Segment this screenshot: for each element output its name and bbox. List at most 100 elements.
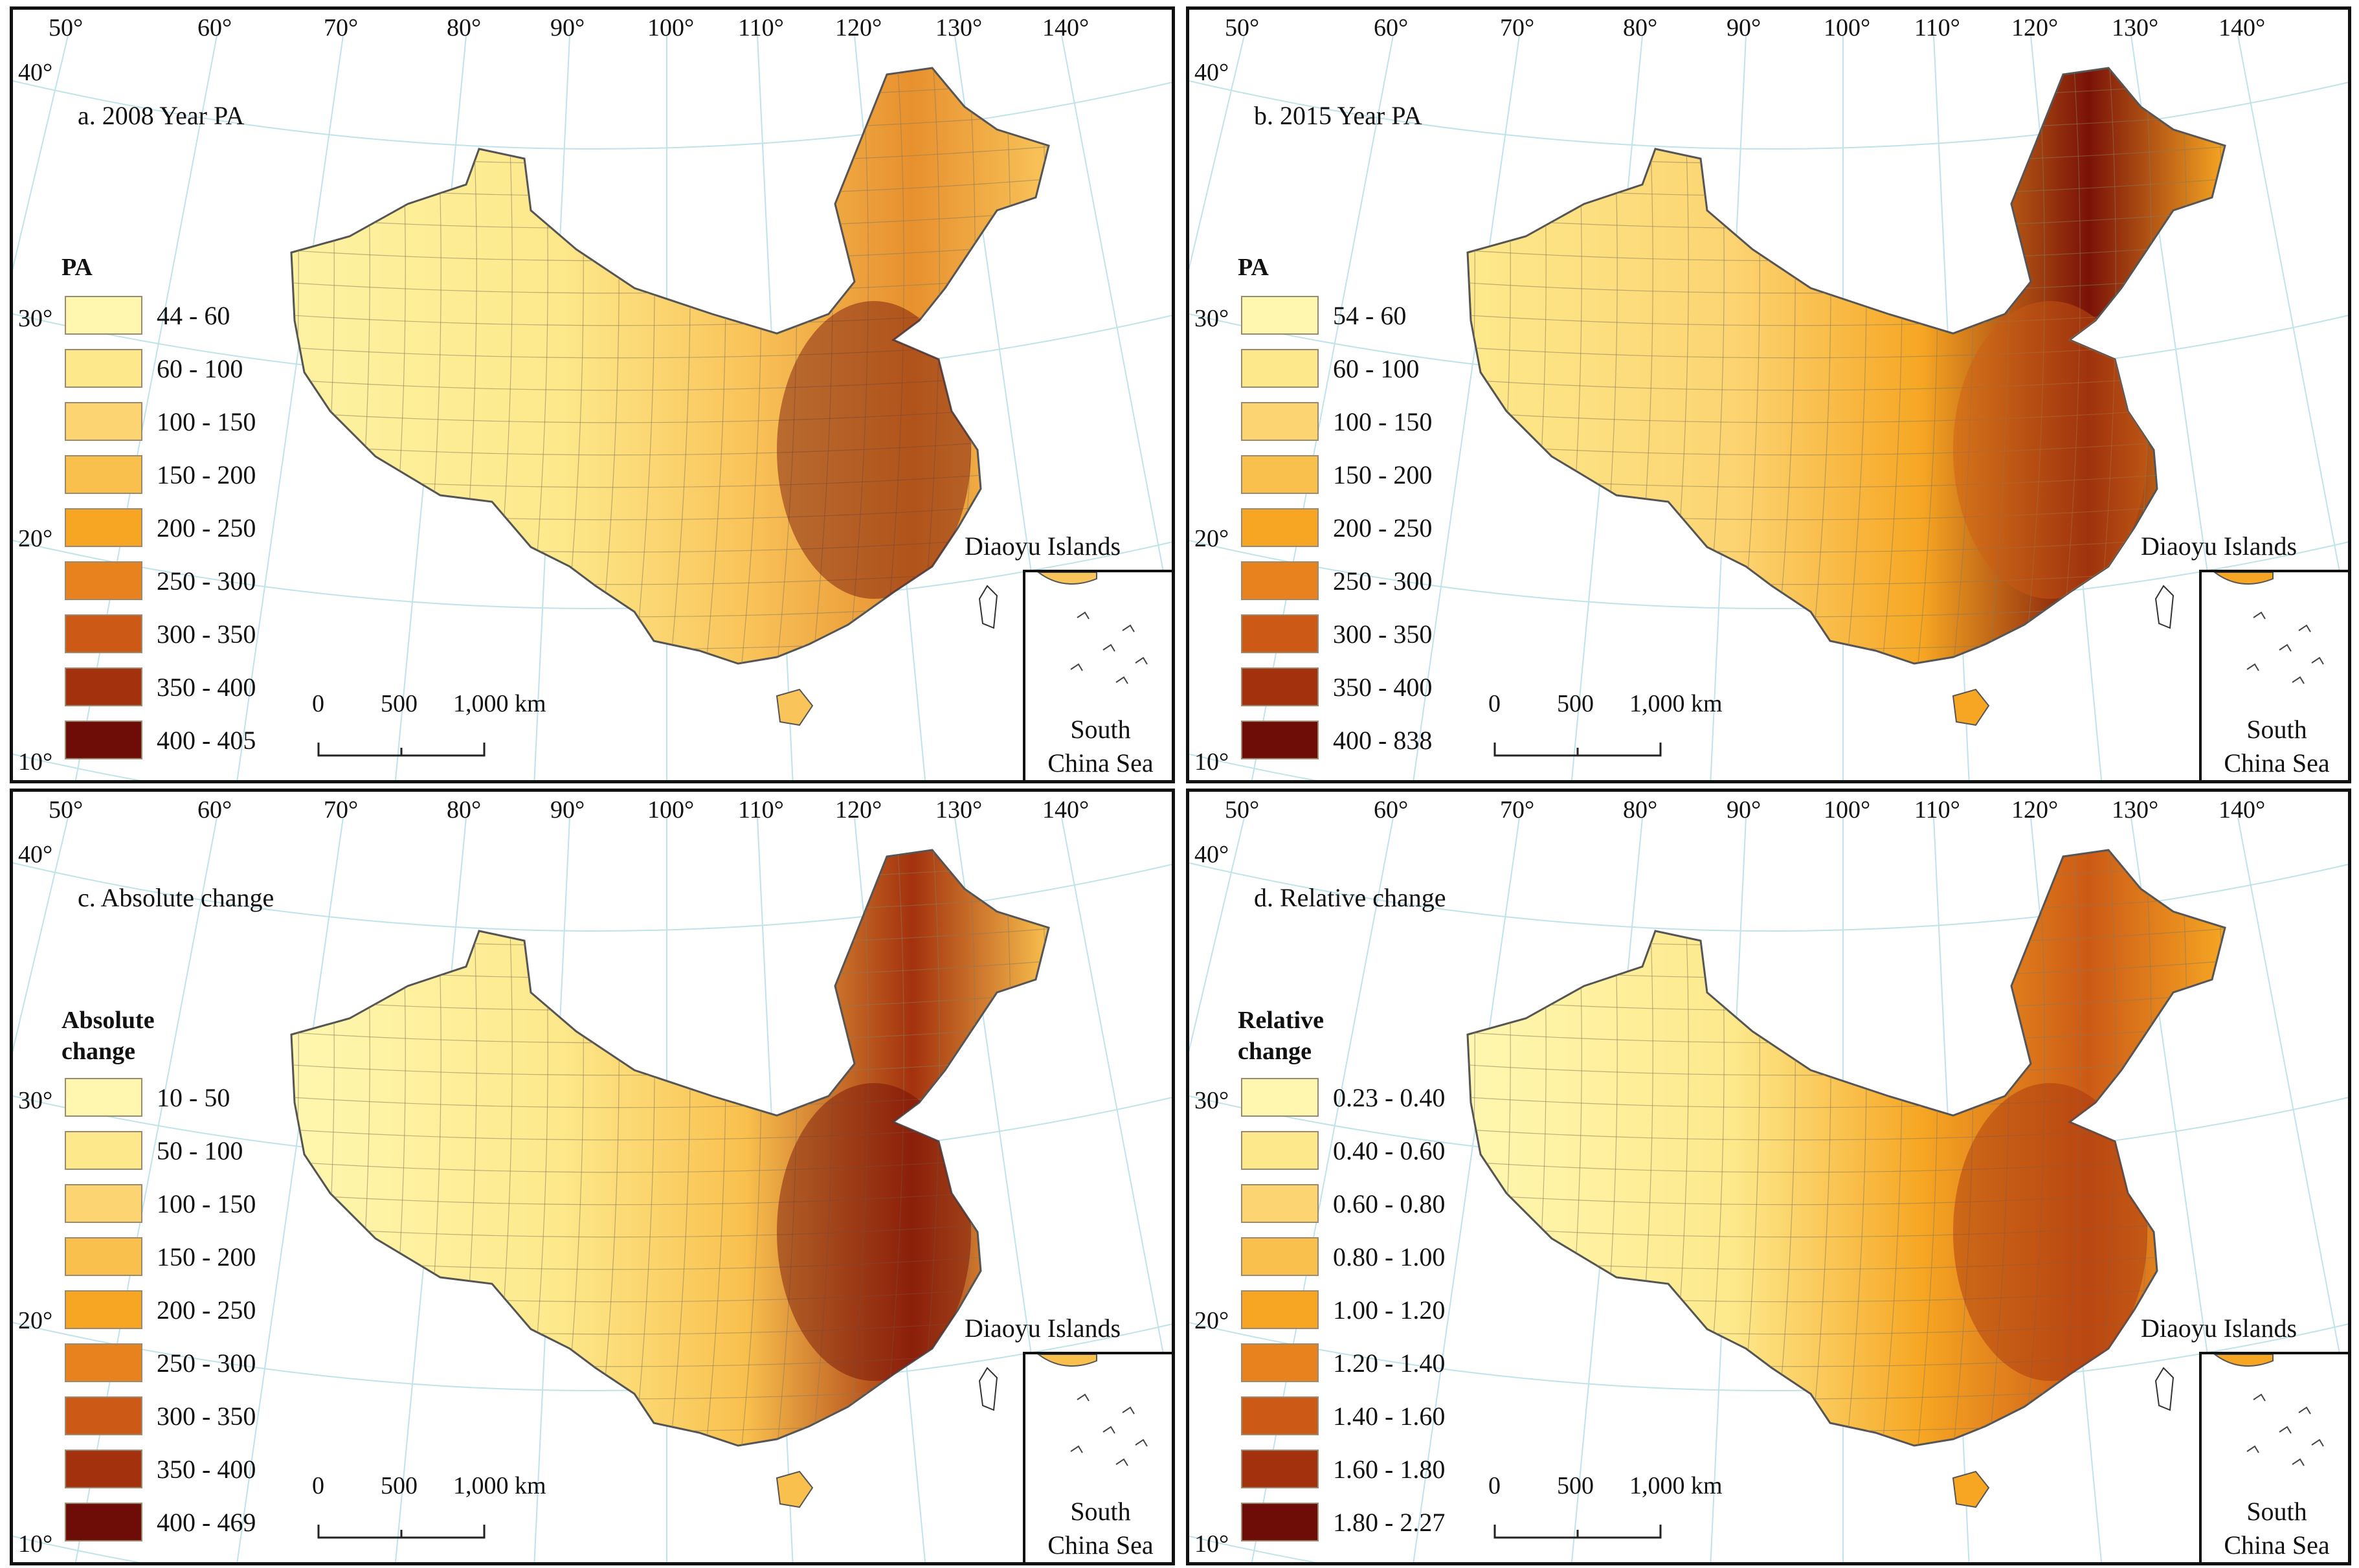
east-china-hotspot	[1953, 301, 2147, 599]
inset-label-line: South	[2246, 715, 2307, 744]
latitude-label: 40°	[18, 59, 53, 86]
taiwan-island	[978, 585, 998, 629]
legend-swatch	[65, 614, 142, 653]
legend-swatch	[1241, 508, 1319, 547]
legend-item: 0.40 - 0.60	[1241, 1130, 1445, 1171]
legend-item: 350 - 400	[65, 1448, 256, 1490]
longitude-label: 80°	[447, 14, 482, 41]
legend-label: 1.80 - 2.27	[1333, 1507, 1446, 1537]
east-china-hotspot	[777, 1083, 971, 1381]
legend-item: 150 - 200	[65, 454, 256, 495]
legend-item: 400 - 469	[65, 1501, 256, 1543]
legend-swatch	[65, 1131, 142, 1170]
scale-label: 0	[1488, 690, 1501, 717]
longitude-label: 50°	[1225, 796, 1260, 823]
legend-swatch	[65, 1343, 142, 1382]
legend-label: 1.20 - 1.40	[1333, 1348, 1446, 1378]
legend-swatch	[65, 508, 142, 547]
scale-label: 0	[1488, 1472, 1501, 1499]
legend-label: 350 - 400	[157, 672, 256, 702]
longitude-label: 140°	[1042, 796, 1090, 823]
legend-item: 60 - 100	[65, 348, 243, 389]
legend-swatch	[65, 402, 142, 441]
legend-item: 150 - 200	[1241, 454, 1432, 495]
legend-label: 0.40 - 0.60	[1333, 1136, 1446, 1165]
latitude-label: 20°	[1194, 1307, 1229, 1334]
legend-swatch	[65, 667, 142, 706]
south-china-sea-inset: South China Sea	[1023, 570, 1172, 780]
legend-label: 350 - 400	[1333, 672, 1433, 702]
legend-item: 44 - 60	[65, 295, 230, 336]
panel-title: c. Absolute change	[78, 883, 274, 912]
inset-label-line: South	[1070, 1497, 1131, 1526]
inset-islands	[2212, 572, 2324, 684]
east-china-hotspot	[1953, 1083, 2147, 1381]
taiwan-island	[978, 1367, 998, 1411]
latitude-label: 30°	[18, 305, 53, 332]
legend-item: 250 - 300	[65, 560, 256, 601]
scale-label: 500	[1557, 1472, 1594, 1499]
legend-title: Relative change	[1238, 1005, 1324, 1067]
longitude-label: 70°	[1500, 796, 1535, 823]
longitude-label: 130°	[2112, 14, 2159, 41]
legend-label: 0.60 - 0.80	[1333, 1189, 1446, 1218]
legend-item: 250 - 300	[65, 1342, 256, 1383]
legend-label: 44 - 60	[157, 300, 230, 330]
east-china-hotspot	[777, 301, 971, 599]
legend-item: 0.60 - 0.80	[1241, 1183, 1445, 1224]
legend-label: 1.40 - 1.60	[1333, 1401, 1446, 1431]
hainan-island	[776, 1470, 814, 1508]
legend-label: 100 - 150	[157, 1189, 256, 1218]
longitude-label: 60°	[1374, 796, 1409, 823]
latitude-label: 10°	[18, 1530, 53, 1558]
legend-label: 150 - 200	[1333, 460, 1433, 489]
legend-label: 250 - 300	[1333, 566, 1433, 596]
legend-title-line: PA	[1238, 254, 1269, 281]
legend-swatch	[65, 1184, 142, 1223]
inset-label-line: South	[1070, 715, 1131, 744]
legend-swatch	[1241, 296, 1319, 335]
longitude-label: 110°	[1914, 14, 1960, 41]
taiwan-island	[2154, 1367, 2175, 1411]
legend-swatch	[1241, 1503, 1319, 1541]
legend-item: 300 - 350	[1241, 613, 1432, 655]
legend-item: 1.20 - 1.40	[1241, 1342, 1445, 1383]
legend-item: 50 - 100	[65, 1130, 243, 1171]
legend-label: 100 - 150	[1333, 407, 1433, 436]
scale-label: 1,000 km	[1629, 1472, 1723, 1499]
legend-swatch	[1241, 1184, 1319, 1223]
scale-label: 1,000 km	[453, 690, 546, 717]
hainan-island	[1952, 688, 1990, 726]
legend-item: 0.80 - 1.00	[1241, 1236, 1445, 1277]
legend-label: 200 - 250	[157, 513, 256, 543]
inset-label: South China Sea	[1025, 1495, 1172, 1562]
legend-title-line: Relative	[1238, 1007, 1324, 1034]
legend-item: 60 - 100	[1241, 348, 1419, 389]
legend-swatch	[1241, 614, 1319, 653]
legend-item: 400 - 838	[1241, 719, 1432, 761]
legend-title-line: Absolute	[61, 1007, 155, 1034]
legend-item: 150 - 200	[65, 1236, 256, 1277]
longitude-label: 120°	[835, 796, 882, 823]
longitude-label: 90°	[1727, 796, 1761, 823]
map-panel: 50° 60° 70° 80° 90° 100° 110° 120° 130° 140° 40° 30…	[1186, 789, 2351, 1565]
scale-label: 0	[312, 1472, 324, 1499]
legend-title-line: PA	[61, 254, 93, 281]
latitude-label: 20°	[1194, 525, 1229, 552]
taiwan-island	[2154, 585, 2175, 629]
legend-swatch	[1241, 1237, 1319, 1276]
scale-bar	[317, 1525, 486, 1539]
longitude-label: 80°	[447, 796, 482, 823]
legend-label: 250 - 300	[157, 566, 256, 596]
longitude-label: 100°	[1824, 14, 1871, 41]
scale-label: 500	[1557, 690, 1594, 717]
inset-label: South China Sea	[1025, 713, 1172, 780]
longitude-label: 100°	[1824, 796, 1871, 823]
islands-label: Diaoyu Islands	[2141, 532, 2298, 561]
legend-swatch	[1241, 349, 1319, 388]
scale-bar	[1493, 1525, 1662, 1539]
latitude-label: 20°	[18, 525, 53, 552]
legend-swatch	[1241, 1290, 1319, 1329]
legend-label: 300 - 350	[1333, 619, 1433, 649]
legend-label: 400 - 405	[157, 725, 256, 755]
